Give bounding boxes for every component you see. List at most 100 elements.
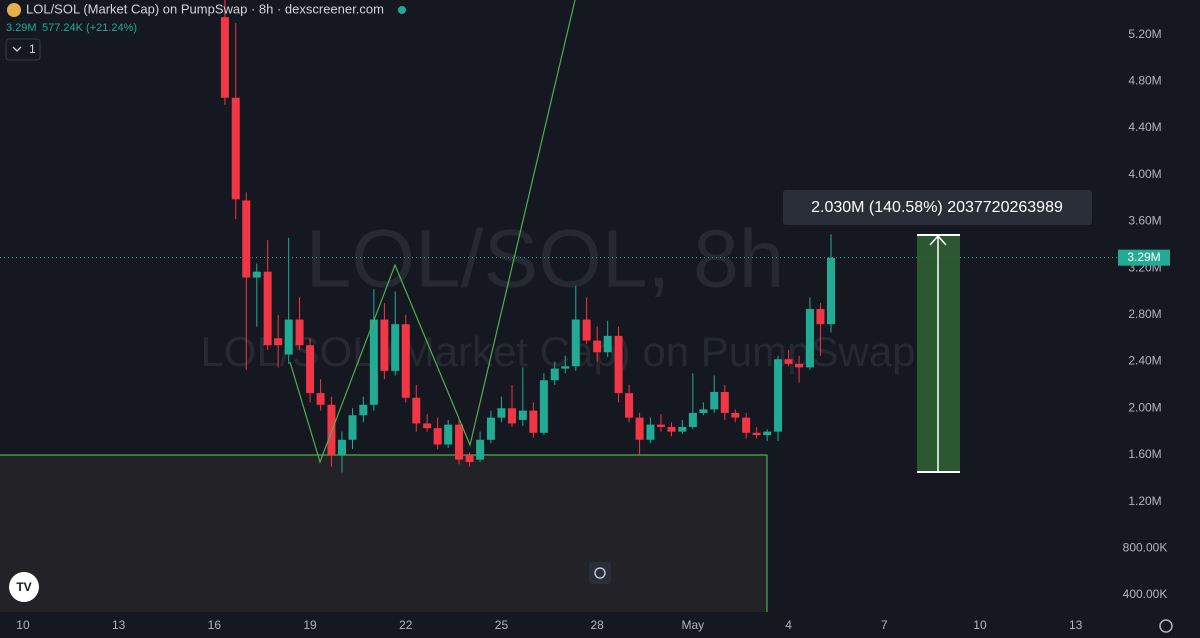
candle-body	[752, 432, 761, 436]
candle-body	[231, 97, 240, 200]
candle-body	[284, 319, 293, 355]
x-tick-label: 28	[590, 618, 604, 632]
x-tick-label: 4	[785, 618, 792, 632]
x-tick-label: 13	[1069, 618, 1083, 632]
x-axis: 10 13 16 19 22 25 28 May 4 7 10 13	[16, 618, 1082, 632]
last-price-box	[1118, 249, 1170, 266]
candle-body	[476, 439, 485, 460]
candle-body	[550, 368, 559, 381]
candle-body	[497, 408, 506, 418]
candle-body	[465, 454, 474, 462]
x-tick-label: 19	[303, 618, 317, 632]
candle-body	[593, 340, 602, 353]
y-tick-label: 3.60M	[1128, 214, 1161, 228]
candle-body	[688, 412, 697, 427]
candle-body	[805, 309, 814, 368]
candle-body	[433, 428, 442, 445]
y-axis: 400.00K 800.00K 1.20M 1.60M 2.00M 2.40M 2.80M 3…	[1123, 27, 1168, 601]
y-tick-label: 1.20M	[1128, 494, 1161, 508]
y-tick-label: 5.20M	[1128, 27, 1161, 41]
y-tick-label: 2.80M	[1128, 307, 1161, 321]
price-axis-bg	[1120, 0, 1200, 638]
candle-body	[359, 404, 368, 416]
y-tick-label: 1.60M	[1128, 447, 1161, 461]
candle-body	[369, 319, 378, 405]
candle-body	[539, 380, 548, 433]
candle-body	[242, 200, 251, 278]
chart-title: LOL/SOL (Market Cap) on PumpSwap · 8h · …	[26, 1, 384, 16]
candle-body	[763, 431, 772, 436]
reset-icon	[594, 567, 606, 579]
watermark: LOL/SOL, 8h	[306, 214, 785, 305]
live-dot	[398, 6, 406, 14]
candle-body	[784, 359, 793, 364]
pattern-drawing	[289, 0, 576, 464]
candle-body	[582, 319, 591, 341]
candle-body	[614, 335, 623, 394]
candle-body	[252, 271, 261, 278]
last-price-tag: 3.29M	[1118, 249, 1170, 266]
candle-body	[306, 345, 315, 394]
candle-body	[731, 412, 740, 418]
last-value: 3.29M	[6, 22, 37, 34]
x-tick-label: 25	[495, 618, 509, 632]
candle-body	[795, 363, 804, 368]
candle-body	[826, 257, 835, 325]
tv-logo-mark: TV	[16, 580, 31, 594]
y-tick-label: 4.80M	[1128, 74, 1161, 88]
support-zone	[0, 455, 767, 612]
measure-label-box	[783, 190, 1092, 225]
candle-body	[316, 393, 325, 405]
y-tick-label: 2.00M	[1128, 400, 1161, 414]
candle-body	[507, 408, 516, 424]
candle-body	[774, 359, 783, 432]
candles	[220, 0, 835, 473]
candle-body	[327, 404, 336, 455]
candle-body	[720, 391, 729, 413]
candle-body	[656, 424, 665, 427]
candle-body	[561, 366, 570, 369]
x-tick-label: 13	[112, 618, 126, 632]
measure-arrowhead	[929, 234, 947, 246]
candle-body	[412, 397, 421, 424]
candle-body	[486, 417, 495, 440]
candle-body	[816, 309, 825, 325]
chevron-icon	[12, 46, 22, 52]
interval-button[interactable]: 1	[29, 42, 36, 56]
candle-body	[646, 424, 655, 440]
x-tick-label: 16	[208, 618, 222, 632]
candle-body	[518, 410, 527, 420]
candle-body	[401, 324, 410, 398]
reset-button[interactable]	[589, 562, 611, 584]
candle-body	[423, 423, 432, 429]
candle-body	[529, 410, 538, 433]
settings-icon[interactable]	[1159, 619, 1173, 633]
candle-body	[667, 426, 676, 432]
x-tick-label: 10	[973, 618, 987, 632]
candle-body	[678, 426, 687, 432]
token-icon	[7, 3, 21, 17]
support-zone-border	[0, 454, 768, 612]
y-tick-label: 400.00K	[1123, 587, 1168, 601]
candle-body	[391, 324, 400, 371]
y-tick-label: 2.40M	[1128, 354, 1161, 368]
candle-body	[571, 319, 580, 367]
candle-body	[380, 319, 389, 371]
change: 577.24K (+21.24%)	[42, 22, 137, 34]
collapse-button[interactable]	[5, 38, 41, 61]
last-price-label: 3.29M	[1127, 250, 1160, 264]
tv-logo[interactable]	[9, 572, 39, 602]
candle-body	[444, 424, 453, 445]
candle-body	[455, 424, 464, 460]
measure-label: 2.030M (140.58%) 2037720263989	[811, 199, 1063, 216]
x-tick-label: 7	[881, 618, 888, 632]
candle-body	[295, 319, 304, 346]
y-tick-label: 4.00M	[1128, 167, 1161, 181]
y-tick-label: 4.40M	[1128, 120, 1161, 134]
x-tick-label: 10	[16, 618, 30, 632]
candle-body	[635, 417, 644, 440]
candle-body	[337, 439, 346, 455]
candle-body	[274, 338, 283, 346]
